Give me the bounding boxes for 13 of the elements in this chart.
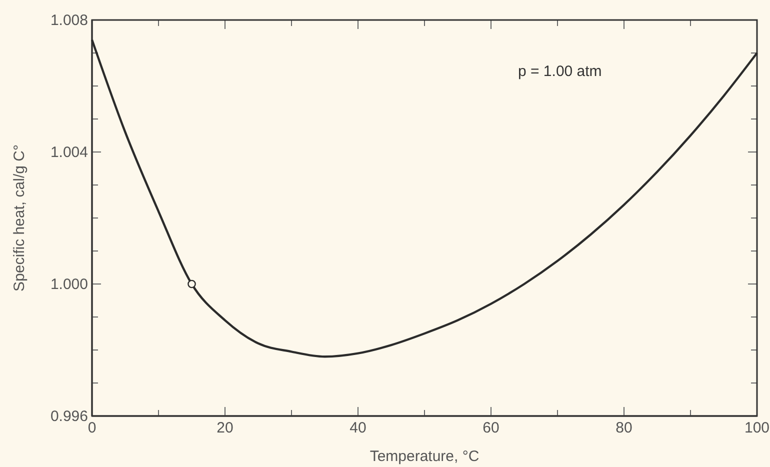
x-tick-label: 60 xyxy=(482,420,500,437)
y-tick-label: 1.008 xyxy=(50,12,88,29)
annotation: p = 1.00 atm xyxy=(518,63,602,80)
y-tick-label: 1.004 xyxy=(50,144,88,161)
y-tick-label: 1.000 xyxy=(50,276,88,293)
x-tick-label: 100 xyxy=(744,420,770,437)
x-tick-label: 20 xyxy=(216,420,234,437)
y-tick-label: 0.996 xyxy=(50,408,88,425)
x-axis-title: Temperature, °C xyxy=(370,448,480,465)
y-axis-title: Specific heat, cal/g C° xyxy=(11,144,28,292)
x-tick-label: 40 xyxy=(350,420,366,437)
x-tick-label: 0 xyxy=(88,420,96,437)
x-tick-label: 80 xyxy=(616,420,632,437)
